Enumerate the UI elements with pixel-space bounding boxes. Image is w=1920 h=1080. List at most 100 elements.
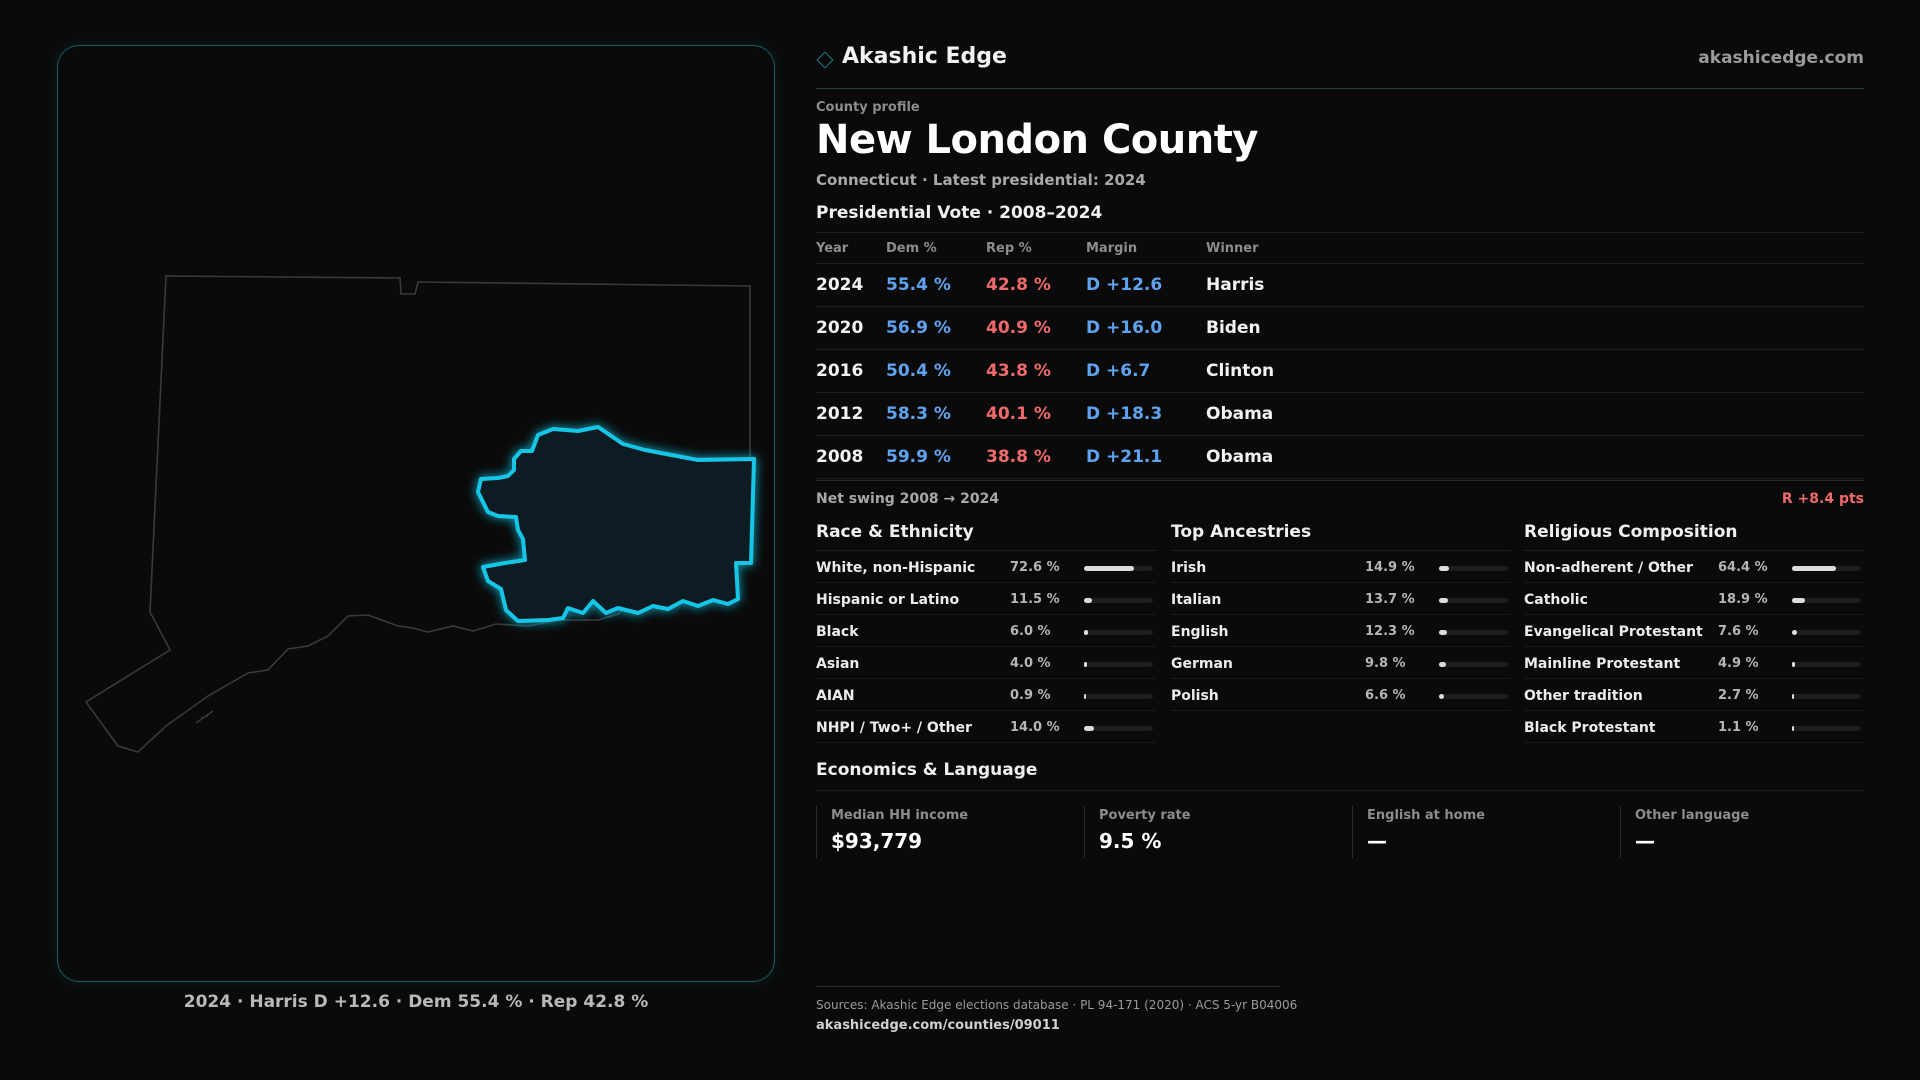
share-bar: [1084, 726, 1153, 731]
brand-bar: Akashic Edge akashicedge.com: [816, 42, 1864, 89]
econ-cell-poverty: Poverty rate 9.5 %: [1084, 806, 1337, 858]
item-percent: 12.3 %: [1365, 624, 1415, 639]
share-bar: [1792, 598, 1861, 603]
profile-panel: Akashic Edge akashicedge.com County prof…: [816, 0, 1864, 1080]
row-dem: 50.4 %: [886, 361, 951, 381]
brand-name: Akashic Edge: [842, 44, 1007, 69]
list-item: German 9.8 %: [1171, 647, 1511, 679]
row-rep: 40.1 %: [986, 404, 1051, 424]
econ-cell-income: Median HH income $93,779: [816, 806, 1069, 858]
item-label: Black: [816, 624, 859, 640]
econ-value: 9.5 %: [1099, 829, 1162, 853]
row-winner: Harris: [1206, 275, 1265, 295]
list-item: Other tradition 2.7 %: [1524, 679, 1864, 711]
item-label: Italian: [1171, 592, 1222, 608]
state-outline: [84, 275, 751, 753]
page-kicker: County profile: [816, 100, 920, 115]
share-bar-fill: [1792, 726, 1794, 731]
source-link[interactable]: akashicedge.com/counties/09011: [816, 1018, 1060, 1033]
share-bar-fill: [1084, 598, 1092, 603]
item-label: Mainline Protestant: [1524, 656, 1681, 672]
share-bar-fill: [1084, 662, 1087, 667]
share-bar: [1084, 598, 1153, 603]
list-item: Hispanic or Latino 11.5 %: [816, 583, 1156, 615]
share-bar: [1439, 662, 1508, 667]
item-percent: 0.9 %: [1010, 688, 1051, 703]
item-label: Hispanic or Latino: [816, 592, 960, 608]
vote-table: Year Dem % Rep % Margin Winner 2024 55.4…: [816, 232, 1864, 479]
item-percent: 14.0 %: [1010, 720, 1060, 735]
item-percent: 13.7 %: [1365, 592, 1415, 607]
divider: [816, 986, 1280, 987]
sources-text: Sources: Akashic Edge elections database…: [816, 998, 1298, 1012]
item-label: Catholic: [1524, 592, 1588, 608]
econ-cell-other-language: Other language —: [1620, 806, 1873, 858]
item-percent: 4.9 %: [1718, 656, 1759, 671]
econ-label: Other language: [1635, 808, 1750, 823]
row-dem: 59.9 %: [886, 447, 951, 467]
row-year: 2020: [816, 318, 864, 338]
row-margin: D +12.6: [1086, 275, 1163, 295]
econ-cell-english: English at home —: [1352, 806, 1605, 858]
row-margin: D +18.3: [1086, 404, 1163, 424]
share-bar: [1792, 662, 1861, 667]
row-margin: D +6.7: [1086, 361, 1151, 381]
item-percent: 11.5 %: [1010, 592, 1060, 607]
list-item: Irish 14.9 %: [1171, 551, 1511, 583]
race-list: White, non-Hispanic 72.6 % Hispanic or Lat…: [816, 550, 1156, 743]
vote-heading: Presidential Vote · 2008–2024: [816, 203, 1103, 223]
col-margin: Margin: [1086, 241, 1138, 256]
econ-value: —: [1635, 829, 1655, 853]
row-year: 2008: [816, 447, 864, 467]
list-item: English 12.3 %: [1171, 615, 1511, 647]
net-swing-row: Net swing 2008 → 2024 R +8.4 pts: [816, 480, 1864, 513]
row-rep: 40.9 %: [986, 318, 1051, 338]
page-title: New London County: [816, 117, 1258, 163]
list-item: Evangelical Protestant 7.6 %: [1524, 615, 1864, 647]
share-bar-fill: [1084, 726, 1094, 731]
vote-table-header: Year Dem % Rep % Margin Winner: [816, 232, 1864, 264]
item-percent: 18.9 %: [1718, 592, 1768, 607]
share-bar-fill: [1439, 566, 1449, 571]
share-bar: [1439, 598, 1508, 603]
item-label: Evangelical Protestant: [1524, 624, 1703, 640]
share-bar-fill: [1792, 694, 1794, 699]
brand-url-link[interactable]: akashicedge.com: [1698, 48, 1864, 68]
share-bar-fill: [1439, 662, 1446, 667]
share-bar: [1792, 726, 1861, 731]
share-bar: [1084, 662, 1153, 667]
item-label: Irish: [1171, 560, 1207, 576]
state-map: [84, 275, 756, 753]
list-item: Mainline Protestant 4.9 %: [1524, 647, 1864, 679]
net-swing-value: R +8.4 pts: [1781, 491, 1864, 507]
list-item: Catholic 18.9 %: [1524, 583, 1864, 615]
economics-grid: Median HH income $93,779 Poverty rate 9.…: [816, 806, 1864, 858]
list-item: Italian 13.7 %: [1171, 583, 1511, 615]
race-heading: Race & Ethnicity: [816, 522, 974, 542]
row-dem: 55.4 %: [886, 275, 951, 295]
list-item: Asian 4.0 %: [816, 647, 1156, 679]
share-bar-fill: [1439, 630, 1447, 635]
col-year: Year: [816, 241, 849, 256]
share-bar: [1792, 694, 1861, 699]
share-bar: [1439, 566, 1508, 571]
item-percent: 2.7 %: [1718, 688, 1759, 703]
row-winner: Clinton: [1206, 361, 1275, 381]
econ-value: $93,779: [831, 829, 923, 853]
item-label: Polish: [1171, 688, 1219, 704]
row-winner: Biden: [1206, 318, 1261, 338]
item-percent: 7.6 %: [1718, 624, 1759, 639]
divider: [816, 790, 1864, 791]
item-percent: 14.9 %: [1365, 560, 1415, 575]
row-rep: 42.8 %: [986, 275, 1051, 295]
item-label: German: [1171, 656, 1233, 672]
list-item: White, non-Hispanic 72.6 %: [816, 551, 1156, 583]
share-bar-fill: [1084, 694, 1086, 699]
share-bar: [1439, 694, 1508, 699]
row-margin: D +21.1: [1086, 447, 1163, 467]
table-row: 2016 50.4 % 43.8 % D +6.7 Clinton: [816, 350, 1864, 393]
list-item: AIAN 0.9 %: [816, 679, 1156, 711]
share-bar: [1439, 630, 1508, 635]
row-rep: 38.8 %: [986, 447, 1051, 467]
item-percent: 6.6 %: [1365, 688, 1406, 703]
